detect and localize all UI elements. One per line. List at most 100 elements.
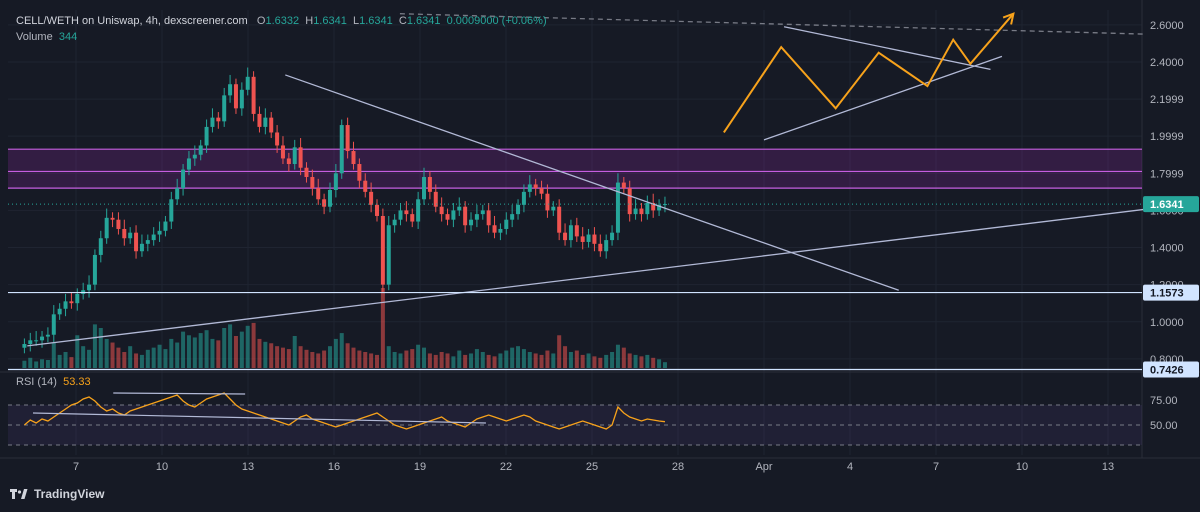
x-tick-label: 4 xyxy=(847,461,853,473)
candle-body xyxy=(380,215,385,285)
volume-bar xyxy=(427,353,432,368)
volume-bar xyxy=(392,352,397,368)
candle-body xyxy=(275,132,280,146)
change-value: 0.0009000 (+0.06%) xyxy=(446,15,547,27)
candle-body xyxy=(204,126,209,146)
candle-body xyxy=(228,84,233,96)
volume-bar xyxy=(157,344,162,368)
candle-body xyxy=(69,301,74,304)
low-value: 1.6341 xyxy=(359,15,393,27)
rsi-trendline xyxy=(32,412,486,424)
volume-bar xyxy=(563,346,568,368)
volume-bar xyxy=(375,354,379,368)
tradingview-logo[interactable]: TradingView xyxy=(10,487,104,501)
candle-body xyxy=(651,202,656,211)
candle-body xyxy=(186,158,191,170)
candle-body xyxy=(480,210,485,215)
symbol-title[interactable]: CELL/WETH on Uniswap, 4h, dexscreener.co… xyxy=(16,15,248,27)
candle-body xyxy=(463,206,468,226)
low-label: L xyxy=(352,15,360,27)
volume-bar xyxy=(251,322,256,368)
volume-bar xyxy=(439,352,444,368)
rsi-legend: RSI (14) 53.33 xyxy=(16,376,91,388)
volume-bar xyxy=(122,352,127,368)
candle-body xyxy=(134,232,139,252)
candle-body xyxy=(498,228,503,233)
candle-body xyxy=(392,219,397,226)
volume-bar xyxy=(245,325,250,368)
candle-body xyxy=(175,188,180,200)
volume-bar xyxy=(416,344,421,368)
volume-bar xyxy=(498,353,503,368)
volume-legend: Volume 344 xyxy=(16,31,77,43)
candle-body xyxy=(257,113,262,127)
x-tick-label: 16 xyxy=(328,461,340,473)
x-tick-label: 19 xyxy=(414,461,426,473)
volume-bar xyxy=(657,359,662,368)
x-tick-label: 10 xyxy=(156,461,168,473)
x-tick-label: 7 xyxy=(73,461,79,473)
volume-bar xyxy=(592,356,597,368)
candle-body xyxy=(398,210,403,220)
volume-bar xyxy=(422,347,427,368)
volume-bar xyxy=(57,354,62,368)
volume-bar xyxy=(627,353,632,368)
volume-bar xyxy=(28,357,33,368)
candle-body xyxy=(563,232,568,241)
price-label-text: 1.6341 xyxy=(1150,199,1184,211)
volume-bar xyxy=(228,324,233,368)
rsi-label[interactable]: RSI (14) xyxy=(16,376,57,388)
candle-body xyxy=(545,193,550,211)
candle-body xyxy=(427,177,432,192)
rsi-tick-label: 75.00 xyxy=(1150,395,1178,407)
volume-bar xyxy=(410,349,415,368)
candle-body xyxy=(568,225,573,241)
volume-bar xyxy=(604,354,609,368)
volume-bar xyxy=(45,360,50,368)
candle-body xyxy=(310,177,315,189)
price-label-text: 1.1573 xyxy=(1150,288,1184,300)
x-tick-label: 13 xyxy=(1102,461,1114,473)
volume-bar xyxy=(521,349,526,368)
volume-bar xyxy=(333,338,338,368)
volume-bar xyxy=(110,342,115,368)
candle-body xyxy=(657,204,662,211)
trendline-dashed-top xyxy=(399,13,1146,35)
candle-body xyxy=(198,145,203,155)
projection-arrowhead xyxy=(1002,12,1015,25)
volume-bar xyxy=(463,354,468,368)
ohlc-legend: CELL/WETH on Uniswap, 4h, dexscreener.co… xyxy=(16,15,547,27)
candle-body xyxy=(339,125,344,174)
volume-bar xyxy=(474,349,479,368)
volume-value: 344 xyxy=(58,31,78,43)
resistance-zone xyxy=(8,149,1142,189)
candle-body xyxy=(586,234,591,242)
volume-label[interactable]: Volume xyxy=(16,31,53,43)
price-tick-label: 1.9999 xyxy=(1150,131,1184,143)
volume-bar xyxy=(357,350,362,368)
volume-bar xyxy=(610,352,615,368)
candle-body xyxy=(163,221,168,231)
volume-bar xyxy=(210,338,215,368)
volume-bar xyxy=(134,353,139,368)
volume-bar xyxy=(580,354,585,368)
volume-bar xyxy=(633,354,638,368)
candle-body xyxy=(263,117,268,127)
x-tick-label: 10 xyxy=(1016,461,1028,473)
open-value: 1.6332 xyxy=(265,15,300,27)
volume-bar xyxy=(310,352,315,368)
price-label-box xyxy=(1143,196,1199,213)
volume-bar xyxy=(292,336,297,368)
candle-body xyxy=(516,204,521,215)
volume-bar xyxy=(386,346,391,368)
volume-bar xyxy=(192,337,197,368)
candle-body xyxy=(322,199,327,207)
candle-body xyxy=(610,232,615,241)
volume-bar xyxy=(645,354,650,368)
candle-body xyxy=(551,206,556,211)
candle-body xyxy=(192,154,197,159)
candle-body xyxy=(34,340,39,342)
volume-bar xyxy=(545,350,550,368)
volume-bar xyxy=(351,347,356,368)
